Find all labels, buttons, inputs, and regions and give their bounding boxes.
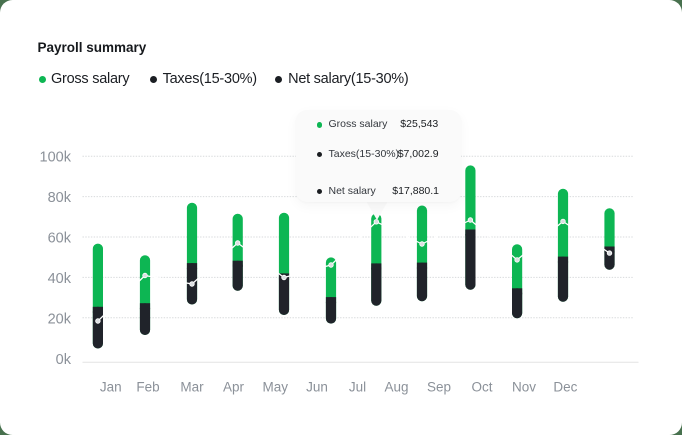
svg-text:May: May (263, 380, 289, 395)
svg-text:Jun: Jun (306, 380, 328, 395)
svg-text:Jan: Jan (100, 380, 122, 395)
svg-text:Jul: Jul (349, 380, 366, 395)
svg-text:80k: 80k (48, 190, 72, 206)
svg-text:60k: 60k (48, 230, 72, 246)
svg-text:Aug: Aug (384, 380, 408, 395)
svg-text:Mar: Mar (180, 380, 204, 395)
svg-text:Oct: Oct (471, 380, 492, 395)
svg-text:100k: 100k (40, 149, 72, 165)
svg-text:Feb: Feb (136, 380, 159, 395)
svg-text:Sep: Sep (427, 380, 451, 395)
svg-text:40k: 40k (48, 271, 72, 287)
svg-text:Dec: Dec (553, 380, 577, 395)
svg-text:20k: 20k (48, 311, 72, 327)
svg-text:0k: 0k (56, 352, 72, 368)
svg-text:Apr: Apr (223, 380, 245, 395)
svg-text:Nov: Nov (512, 380, 536, 395)
